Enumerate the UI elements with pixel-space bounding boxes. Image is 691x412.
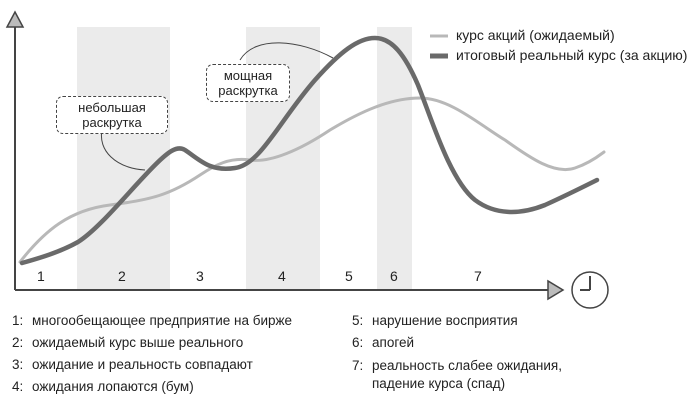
x-axis-arrow-icon bbox=[547, 279, 565, 301]
note-4: 4: ожидания лопаются (бум) bbox=[12, 379, 194, 394]
legend-expected-label: курс акций (ожидаемый) bbox=[456, 27, 615, 43]
band-phase-6 bbox=[377, 27, 412, 290]
phase-label-7: 7 bbox=[474, 268, 482, 284]
phase-label-1: 1 bbox=[37, 268, 45, 284]
clock-icon bbox=[571, 271, 609, 309]
phase-label-4: 4 bbox=[278, 268, 286, 284]
phase-label-3: 3 bbox=[196, 268, 204, 284]
band-phase-2 bbox=[77, 27, 170, 290]
note-3: 3: ожидание и реальность совпадают bbox=[12, 357, 253, 372]
big-hype-line1: мощная bbox=[223, 68, 273, 83]
small-hype-callout: небольшая раскрутка bbox=[56, 96, 168, 134]
note-2: 2: ожидаемый курс выше реального bbox=[12, 335, 244, 350]
phase-label-6: 6 bbox=[390, 268, 398, 284]
small-hype-line2: раскрутка bbox=[82, 115, 142, 130]
big-hype-callout-tail bbox=[239, 42, 334, 61]
legend-real-label: итоговый реальный курс (за акцию) bbox=[456, 47, 688, 63]
big-hype-line2: раскрутка bbox=[218, 83, 278, 98]
note-6: 6: апогей bbox=[352, 335, 415, 350]
real-price-curve bbox=[19, 35, 600, 266]
notes-right: 5: нарушение восприятия 6: апогей 7: реальн… bbox=[352, 310, 562, 393]
big-hype-callout: мощная раскрутка bbox=[206, 64, 290, 102]
phase-label-2: 2 bbox=[118, 268, 126, 284]
note-7-continued: падение курса (спад) bbox=[372, 376, 506, 391]
small-hype-line1: небольшая bbox=[78, 100, 146, 115]
note-7: 7: реальность слабее ожидания, падение ку… bbox=[352, 358, 562, 391]
y-axis-arrow-icon bbox=[5, 10, 25, 28]
phase-label-5: 5 bbox=[345, 268, 353, 284]
note-5: 5: нарушение восприятия bbox=[352, 313, 518, 328]
expected-price-curve bbox=[18, 96, 606, 264]
note-1: 1: многообещающее предприятие на бирже bbox=[12, 313, 293, 328]
small-hype-callout-tail bbox=[100, 129, 146, 171]
notes-left: 1: многообещающее предприятие на бирже 2:… bbox=[12, 310, 292, 398]
